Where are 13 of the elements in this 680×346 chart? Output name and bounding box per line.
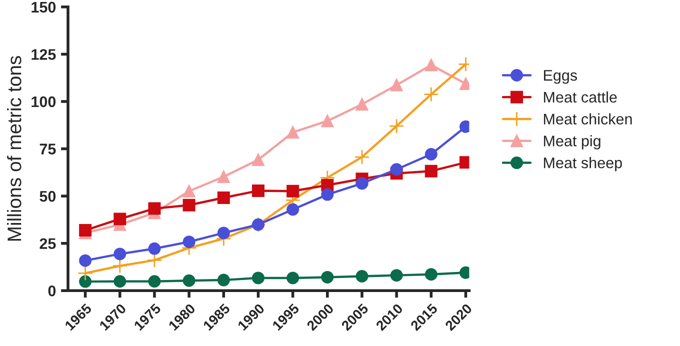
y-tick-label: 150 [32,2,56,13]
y-tick-label: 25 [40,238,56,250]
y-tick-label: 100 [32,96,56,108]
legend-label: Eggs [544,70,578,84]
legend-label: Meat sheep [544,157,622,172]
legend-label: Meat pig [544,135,600,150]
legend-label: Meat cattle [544,91,617,103]
y-axis-title: Millions of metric tons [7,56,22,241]
y-tick-label: 0 [48,286,56,296]
y-tick-label: 125 [32,49,56,60]
y-tick-label: 50 [40,190,56,202]
y-tick-label: 75 [40,144,56,154]
legend-label: Meat chicken [544,113,632,125]
